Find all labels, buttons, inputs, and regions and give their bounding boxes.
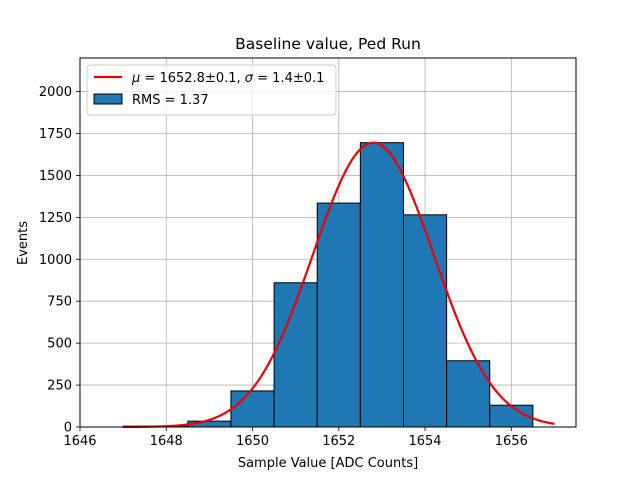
legend-box	[86, 64, 337, 116]
x-tick-label: 1646	[63, 434, 96, 449]
x-tick-label: 1650	[236, 434, 269, 449]
legend-sigma-value: = 1.4±0.1	[253, 71, 324, 86]
y-tick-label: 1500	[39, 169, 72, 184]
y-tick-label: 1250	[39, 211, 72, 226]
y-tick-label: 500	[47, 337, 72, 352]
histogram-bar	[316, 202, 361, 428]
plot-area	[79, 57, 577, 429]
y-tick-label: 250	[47, 379, 72, 394]
x-tick-label: 1656	[495, 434, 528, 449]
y-tick-label: 1000	[39, 253, 72, 268]
gaussian-fit-line	[123, 141, 555, 429]
y-tick-label: 2000	[39, 85, 72, 100]
legend-histogram-swatch	[93, 93, 123, 105]
legend-sigma-symbol: σ	[245, 71, 254, 86]
plot-frame	[79, 57, 577, 428]
histogram-bar	[230, 390, 275, 428]
legend-mu-symbol: μ	[131, 71, 140, 86]
legend-mu-value: = 1652.8±0.1,	[140, 71, 244, 86]
chart-title: Baseline value, Ped Run	[235, 35, 421, 53]
y-axis-ticks: 0 250 500 750 1000 1250 1500 1750 2000	[39, 85, 80, 436]
legend-fit-label: μ = 1652.8±0.1, σ = 1.4±0.1	[131, 71, 324, 86]
x-axis-ticks: 1646 1648 1650 1652 1654 1656	[63, 427, 528, 449]
x-tick-label: 1654	[408, 434, 441, 449]
y-tick-label: 750	[47, 295, 72, 310]
histogram-bar	[359, 142, 404, 428]
y-tick-label: 0	[64, 421, 72, 436]
y-tick-label: 1750	[39, 127, 72, 142]
x-tick-label: 1652	[322, 434, 355, 449]
histogram-bar	[402, 214, 448, 428]
legend-histogram-label: RMS = 1.37	[132, 93, 209, 108]
x-tick-label: 1648	[150, 434, 183, 449]
y-axis-label: Events	[16, 221, 31, 265]
legend: μ = 1652.8±0.1, σ = 1.4±0.1 RMS = 1.37	[86, 64, 337, 116]
histogram-bar	[446, 360, 491, 428]
x-axis-label: Sample Value [ADC Counts]	[238, 456, 418, 471]
